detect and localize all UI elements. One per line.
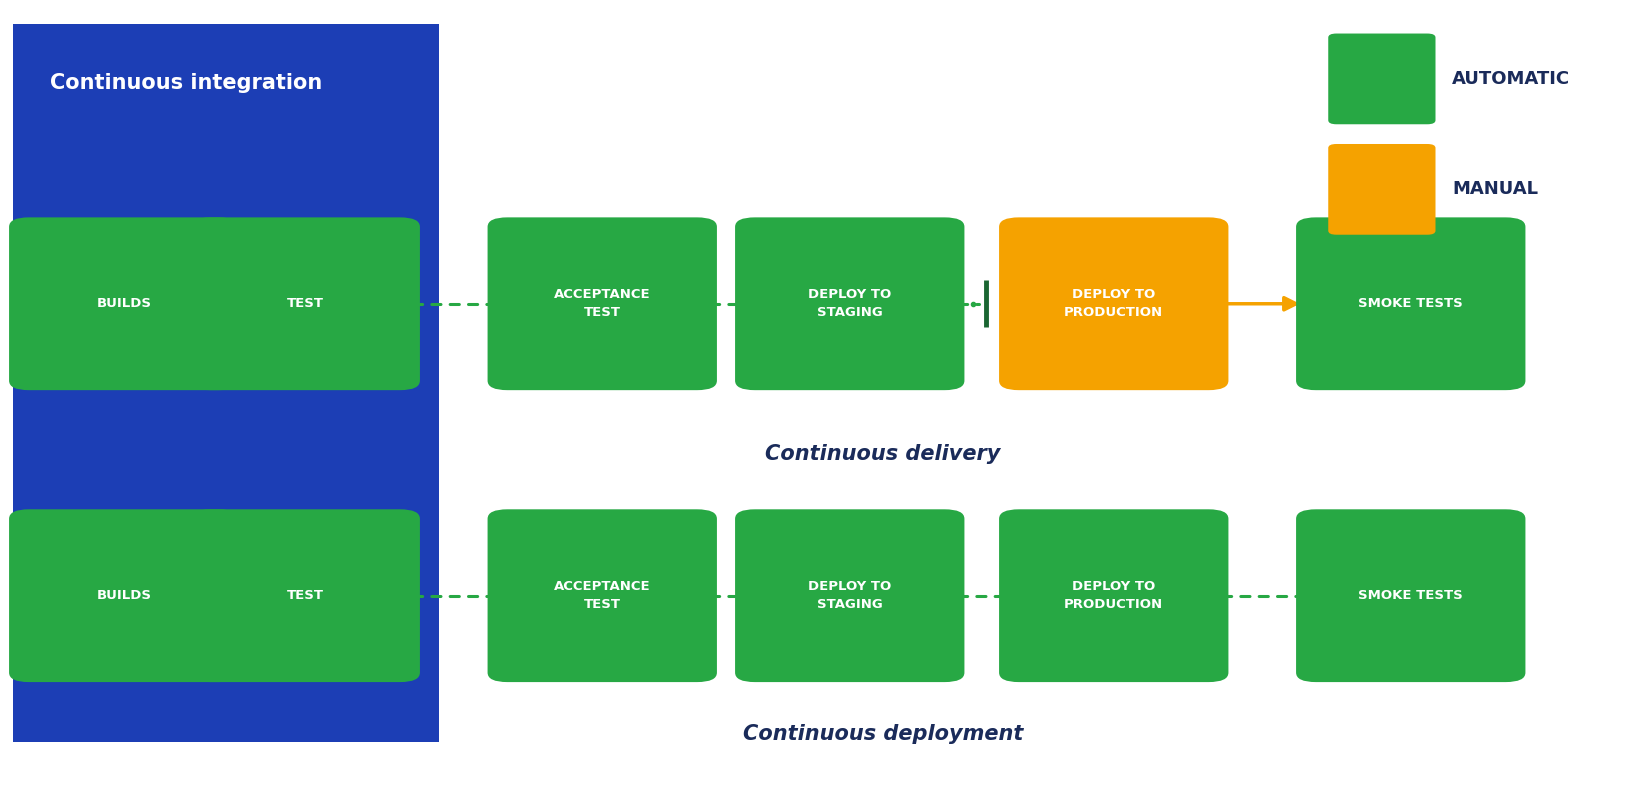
Text: MANUAL: MANUAL: [1452, 181, 1538, 198]
Text: DEPLOY TO
STAGING: DEPLOY TO STAGING: [808, 580, 891, 611]
Text: DEPLOY TO
PRODUCTION: DEPLOY TO PRODUCTION: [1064, 580, 1163, 611]
FancyBboxPatch shape: [488, 510, 716, 682]
Text: DEPLOY TO
STAGING: DEPLOY TO STAGING: [808, 288, 891, 320]
FancyBboxPatch shape: [736, 510, 964, 682]
Text: DEPLOY TO
PRODUCTION: DEPLOY TO PRODUCTION: [1064, 288, 1163, 320]
FancyBboxPatch shape: [1328, 144, 1436, 235]
FancyBboxPatch shape: [13, 24, 439, 742]
Text: TEST: TEST: [287, 589, 323, 602]
FancyBboxPatch shape: [8, 218, 239, 391]
Text: Continuous delivery: Continuous delivery: [766, 443, 1000, 464]
Text: Continuous deployment: Continuous deployment: [742, 724, 1023, 744]
FancyBboxPatch shape: [1297, 510, 1525, 682]
FancyBboxPatch shape: [191, 510, 419, 682]
Text: SMOKE TESTS: SMOKE TESTS: [1358, 589, 1464, 602]
FancyBboxPatch shape: [191, 218, 419, 391]
Text: Continuous integration: Continuous integration: [50, 73, 322, 93]
Text: AUTOMATIC: AUTOMATIC: [1452, 70, 1571, 88]
Text: BUILDS: BUILDS: [96, 589, 152, 602]
FancyBboxPatch shape: [1297, 218, 1525, 391]
FancyBboxPatch shape: [1328, 34, 1436, 124]
FancyBboxPatch shape: [8, 510, 239, 682]
FancyBboxPatch shape: [1000, 218, 1229, 391]
Text: ACCEPTANCE
TEST: ACCEPTANCE TEST: [554, 288, 650, 320]
FancyBboxPatch shape: [488, 218, 716, 391]
FancyBboxPatch shape: [1000, 510, 1229, 682]
Text: ACCEPTANCE
TEST: ACCEPTANCE TEST: [554, 580, 650, 611]
FancyBboxPatch shape: [736, 218, 964, 391]
Text: SMOKE TESTS: SMOKE TESTS: [1358, 297, 1464, 310]
Text: BUILDS: BUILDS: [96, 297, 152, 310]
Text: TEST: TEST: [287, 297, 323, 310]
